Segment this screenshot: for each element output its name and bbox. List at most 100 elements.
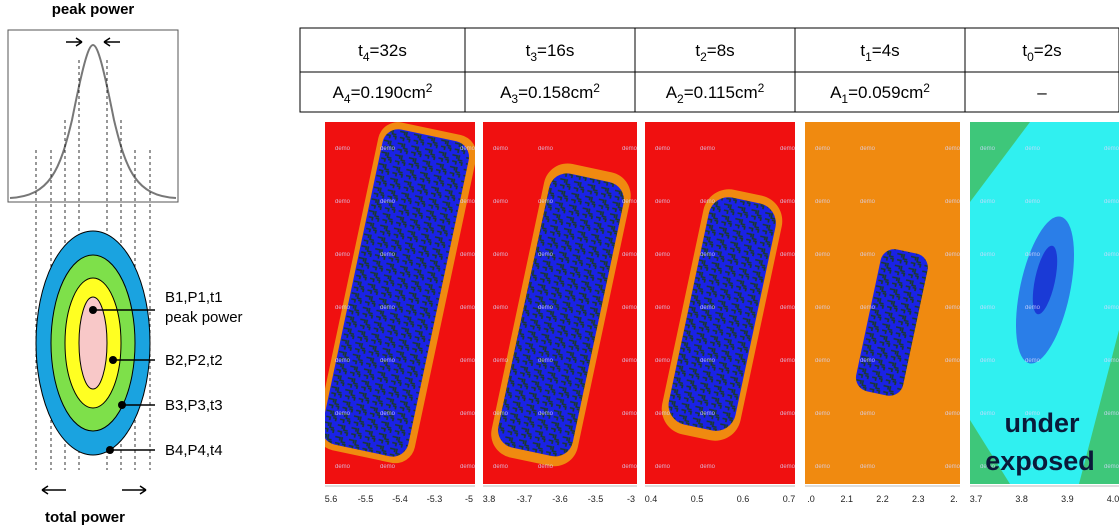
cell-text: t1=4s [860,41,899,64]
cell-text: – [1037,83,1047,102]
watermark: demo [945,358,961,364]
cell-main: A [666,83,678,102]
watermark: demo [815,305,831,311]
watermark: demo [700,146,716,152]
tick-label: -5.5 [358,494,374,504]
watermark: demo [815,146,831,152]
cell-tail: =0.190cm [351,83,426,102]
tick-label: 3.7 [970,494,983,504]
watermark: demo [1025,464,1041,470]
cell-tail: =0.115cm [684,83,758,102]
ellipse-b1 [78,296,108,390]
tick-label: 0.5 [691,494,704,504]
tick-label: -5.3 [427,494,443,504]
cell-sup: 2 [593,81,600,95]
watermark: demo [700,252,716,258]
watermark: demo [780,146,796,152]
left-diagram: peak power B1,P1,t1 peak power B2,P2,t2 … [7,1,243,526]
tick-label: 0.4 [645,494,658,504]
watermark: demo [700,358,716,364]
watermarks: demo demo demo demo demo demo demo demo demo demo… [335,146,1119,470]
overlay-text: exposed [985,446,1095,476]
ring-note: peak power [165,309,243,326]
watermark: demo [493,146,509,152]
watermark: demo [1104,252,1119,258]
peak-arrows [66,37,120,47]
cell-main: A [333,83,345,102]
watermark: demo [538,464,554,470]
watermark: demo [335,252,351,258]
watermark: demo [945,252,961,258]
cell-sub: 3 [530,50,537,64]
watermark: demo [622,305,638,311]
cell-sub: 4 [344,92,351,106]
watermark: demo [460,464,476,470]
watermark: demo [655,411,671,417]
cell-tail: =32s [370,41,407,60]
tick-label: 2.1 [840,494,853,504]
cell-sup: 2 [426,81,433,95]
tick-label: 3.8 [1015,494,1028,504]
watermark: demo [1104,358,1119,364]
watermark: demo [815,411,831,417]
watermark: demo [460,252,476,258]
gaussian-curve [9,43,177,199]
watermark: demo [538,199,554,205]
watermark: demo [780,199,796,205]
watermark: demo [622,358,638,364]
ring-label: B3,P3,t3 [165,397,223,414]
watermark: demo [1104,411,1119,417]
gaussian-box [7,29,179,203]
cell-text: A4=0.190cm2 [333,81,433,106]
watermark: demo [493,464,509,470]
tick-label: -3.5 [588,494,604,504]
cell-main: t [526,41,531,60]
watermark: demo [493,252,509,258]
cell-sub: 2 [677,92,684,106]
watermark: demo [380,199,396,205]
watermark: demo [860,464,876,470]
tick-label: -5.4 [392,494,408,504]
watermark: demo [655,305,671,311]
watermark: demo [860,411,876,417]
tick-label: 3.9 [1061,494,1074,504]
watermark: demo [700,411,716,417]
cell-sub: 0 [1027,50,1034,64]
cell-main: t [860,41,865,60]
watermark: demo [538,411,554,417]
watermark: demo [860,199,876,205]
tick-label: 2. [950,494,958,504]
watermark: demo [860,305,876,311]
watermark: demo [860,146,876,152]
watermark: demo [622,199,638,205]
tick-label: .0 [807,494,815,504]
watermark: demo [380,305,396,311]
watermark: demo [380,411,396,417]
cell-main: A [830,83,842,102]
tick-label: 0.6 [737,494,750,504]
watermark: demo [700,464,716,470]
watermark: demo [335,358,351,364]
cell-tail: =2s [1034,41,1062,60]
watermark: demo [815,464,831,470]
tick-label: -3.6 [552,494,568,504]
watermark: demo [335,146,351,152]
peak-power-label: peak power [52,1,135,18]
cell-text: t0=2s [1022,41,1061,64]
watermark: demo [1104,199,1119,205]
watermark: demo [538,305,554,311]
watermark: demo [460,305,476,311]
watermark: demo [980,199,996,205]
watermark: demo [980,305,996,311]
tick-label: 2.3 [912,494,925,504]
total-arrows [41,485,147,495]
tick-label: -3 [627,494,635,504]
tick-label: 0.7 [783,494,796,504]
watermark: demo [460,358,476,364]
cell-sub: 2 [700,50,707,64]
cell-main: t [695,41,700,60]
watermark: demo [860,252,876,258]
watermark: demo [335,464,351,470]
watermark: demo [1025,252,1041,258]
watermark: demo [780,464,796,470]
